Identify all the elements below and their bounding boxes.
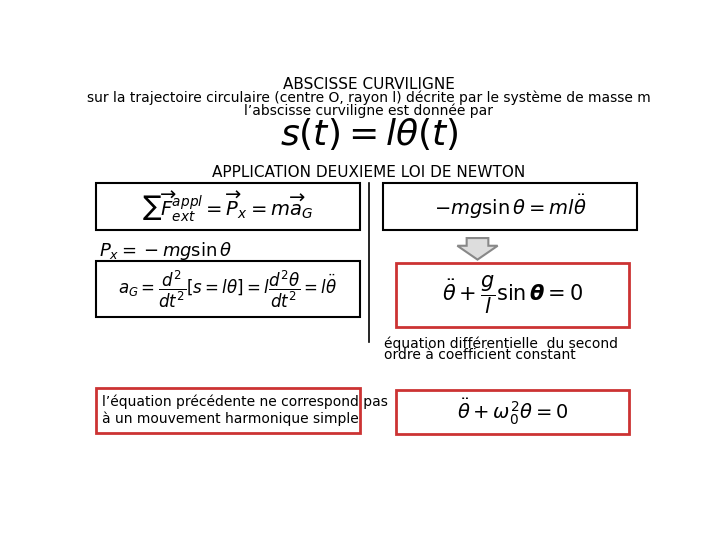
Bar xyxy=(96,261,360,316)
Text: ordre à coefficient constant: ordre à coefficient constant xyxy=(384,348,576,362)
Text: $\ddot{\theta} + \omega_0^2\theta = 0$: $\ddot{\theta} + \omega_0^2\theta = 0$ xyxy=(456,397,568,427)
Text: $-mg\sin\theta = ml\ddot{\theta}$: $-mg\sin\theta = ml\ddot{\theta}$ xyxy=(433,192,586,221)
Bar xyxy=(383,183,637,231)
Text: ABSCISSE CURVILIGNE: ABSCISSE CURVILIGNE xyxy=(283,77,455,92)
Bar xyxy=(396,390,629,434)
Bar xyxy=(96,183,360,231)
Text: $\ddot{\theta} + \dfrac{g}{l}\sin\boldsymbol{\theta} = 0$: $\ddot{\theta} + \dfrac{g}{l}\sin\boldsy… xyxy=(441,274,583,316)
Text: $\sum \overrightarrow{F}_{ext}^{appl} = \overrightarrow{P}_x = m\overrightarrow{: $\sum \overrightarrow{F}_{ext}^{appl} = … xyxy=(143,190,314,224)
Text: $P_x = -mg\sin\theta$: $P_x = -mg\sin\theta$ xyxy=(99,240,233,262)
Text: l’abscisse curviligne est donnée par: l’abscisse curviligne est donnée par xyxy=(245,103,493,118)
Text: équation différentielle  du second: équation différentielle du second xyxy=(384,336,618,351)
Bar xyxy=(96,388,360,433)
Text: $s(t) = l\theta(t)$: $s(t) = l\theta(t)$ xyxy=(279,116,459,152)
Text: l’équation précédente ne correspond pas
à un mouvement harmonique simple: l’équation précédente ne correspond pas … xyxy=(102,395,388,426)
Polygon shape xyxy=(457,238,498,260)
Text: APPLICATION DEUXIEME LOI DE NEWTON: APPLICATION DEUXIEME LOI DE NEWTON xyxy=(212,165,526,180)
Bar xyxy=(396,264,629,327)
Text: $a_G = \dfrac{d^2}{dt^2}[s = l\theta] = l\dfrac{d^2\theta}{dt^2} = l\ddot{\theta: $a_G = \dfrac{d^2}{dt^2}[s = l\theta] = … xyxy=(118,268,338,309)
Text: sur la trajectoire circulaire (centre O, rayon l) décrite par le système de mass: sur la trajectoire circulaire (centre O,… xyxy=(87,91,651,105)
